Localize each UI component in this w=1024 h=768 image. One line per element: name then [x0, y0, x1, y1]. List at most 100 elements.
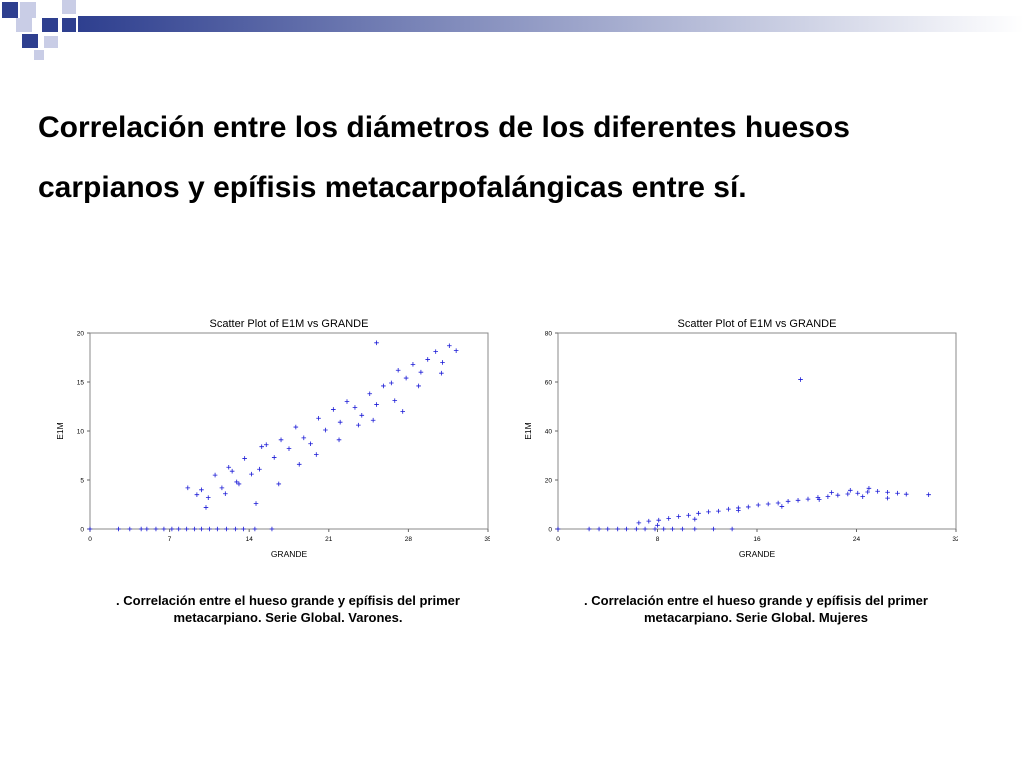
data-point — [656, 517, 662, 523]
data-point — [686, 512, 691, 518]
decorative-square — [62, 0, 76, 14]
data-point — [392, 398, 398, 403]
x-tick-label: 32 — [952, 536, 958, 543]
data-point — [215, 526, 220, 532]
data-point — [706, 509, 711, 515]
data-point — [271, 455, 277, 460]
data-point — [765, 501, 771, 507]
data-point — [816, 497, 822, 502]
data-point — [234, 479, 239, 485]
data-point — [555, 526, 561, 532]
data-point — [308, 441, 313, 447]
data-point — [336, 437, 342, 443]
data-point — [207, 526, 212, 532]
data-point — [661, 526, 667, 532]
data-point — [845, 491, 851, 497]
data-point — [729, 526, 735, 532]
data-point — [138, 526, 144, 532]
data-point — [223, 491, 228, 497]
x-tick-label: 0 — [88, 536, 92, 543]
data-point — [652, 526, 658, 532]
decorative-square — [2, 2, 18, 18]
x-tick-label: 0 — [556, 536, 560, 543]
data-point — [829, 490, 834, 495]
data-point — [352, 405, 358, 410]
y-tick-label: 10 — [77, 429, 85, 436]
data-point — [410, 362, 416, 367]
data-point — [241, 526, 246, 532]
chart-title: Scatter Plot of E1M vs GRANDE — [678, 318, 837, 330]
data-point — [855, 490, 861, 496]
data-point — [586, 526, 592, 532]
y-tick-label: 80 — [545, 331, 553, 338]
data-point — [755, 502, 761, 508]
data-point — [666, 516, 671, 521]
data-point — [716, 508, 721, 514]
decorative-gradient-band — [78, 16, 1024, 32]
data-point — [199, 526, 204, 532]
decorative-square — [34, 50, 44, 60]
data-point — [374, 402, 379, 407]
y-tick-label: 60 — [545, 380, 553, 387]
data-point — [646, 518, 652, 524]
data-point — [642, 526, 648, 532]
data-point — [316, 415, 321, 421]
y-axis-label: E1M — [523, 422, 533, 439]
data-point — [226, 464, 232, 470]
data-point — [344, 399, 350, 404]
data-point — [895, 490, 900, 496]
data-point — [381, 383, 386, 389]
caption-varones: . Correlación entre el hueso grande y ep… — [116, 593, 460, 625]
data-point — [263, 442, 269, 448]
x-tick-label: 16 — [753, 536, 761, 543]
data-point — [634, 526, 639, 532]
data-point — [367, 391, 373, 397]
scatter-chart-mujeres: Scatter Plot of E1M vs GRANDE 0 8 16 24 32 0 20… — [523, 318, 958, 559]
data-point — [736, 508, 741, 513]
data-point — [389, 380, 394, 386]
data-point — [726, 506, 731, 512]
data-point — [453, 348, 459, 353]
data-point — [825, 494, 831, 499]
data-point — [144, 526, 150, 532]
data-point — [127, 526, 133, 532]
data-point — [331, 407, 336, 412]
data-point — [269, 526, 275, 532]
data-point — [242, 456, 247, 461]
data-point — [212, 472, 218, 478]
data-point — [199, 487, 204, 493]
data-point — [249, 471, 254, 477]
y-tick-label: 20 — [545, 478, 553, 485]
data-point — [605, 526, 611, 532]
x-tick-label: 21 — [325, 536, 333, 543]
data-point — [447, 343, 452, 349]
data-point — [692, 516, 698, 522]
data-point — [440, 360, 445, 365]
data-point — [711, 526, 716, 532]
data-point — [866, 486, 872, 491]
data-point — [624, 526, 629, 532]
data-point — [233, 526, 238, 532]
x-tick-label: 35 — [484, 536, 490, 543]
data-point — [276, 481, 282, 487]
data-point — [205, 495, 211, 500]
decorative-square — [22, 34, 38, 48]
x-tick-label: 14 — [246, 536, 254, 543]
data-point — [865, 489, 870, 495]
scatter-chart-varones: Scatter Plot of E1M vs GRANDE 0 7 14 21 28 35 0… — [55, 318, 490, 559]
x-tick-label: 28 — [405, 536, 413, 543]
x-tick-label: 24 — [853, 536, 861, 543]
decorative-square-pattern — [2, 0, 1024, 60]
data-point — [615, 526, 620, 532]
data-point — [433, 349, 438, 354]
decorative-square — [20, 2, 36, 18]
slide-title: Correlación entre los diámetros de los d… — [38, 98, 998, 218]
y-tick-label: 0 — [548, 527, 552, 534]
data-point — [323, 427, 328, 433]
data-point — [926, 492, 931, 497]
decorative-square — [62, 18, 76, 32]
data-point — [337, 419, 343, 425]
data-point — [418, 369, 424, 375]
slide-title-line-2: carpianos y epífisis metacarpofalángicas… — [38, 171, 747, 204]
decorative-square — [44, 36, 58, 48]
